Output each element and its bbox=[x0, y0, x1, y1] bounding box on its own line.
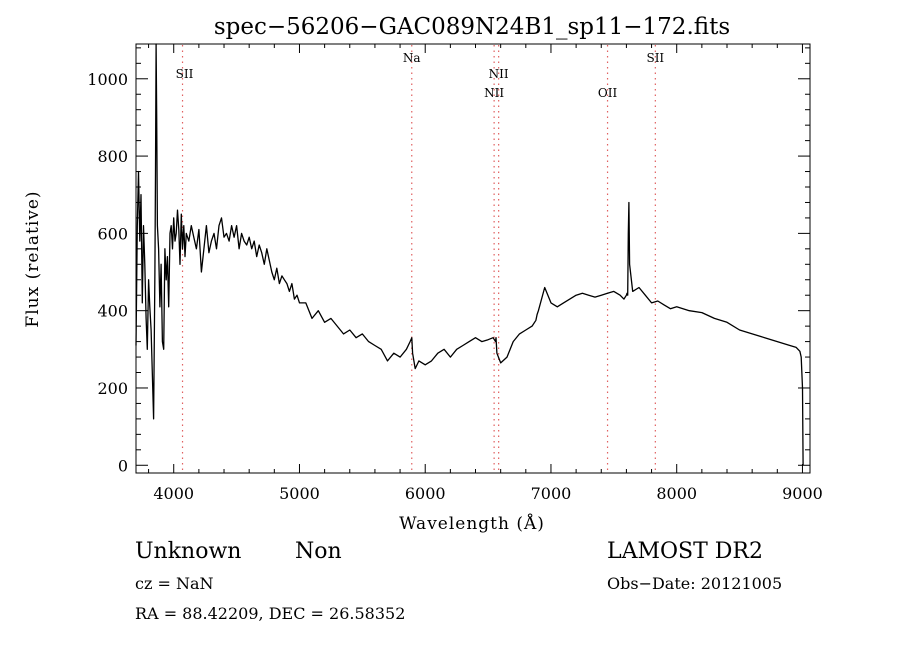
coordinates-label: RA = 88.42209, DEC = 26.58352 bbox=[135, 604, 406, 623]
object-class: Unknown bbox=[135, 539, 242, 564]
obs-date-label: Obs−Date: 20121005 bbox=[607, 574, 783, 593]
y-axis: 0 200 400 600 800 1000 bbox=[87, 47, 810, 475]
x-axis-label: Wavelength (Å) bbox=[399, 513, 545, 534]
y-tick-label: 800 bbox=[97, 147, 128, 166]
x-axis: 4000 5000 6000 7000 8000 9000 bbox=[148, 44, 823, 503]
x-tick-label: 7000 bbox=[531, 484, 572, 503]
x-tick-label: 6000 bbox=[405, 484, 446, 503]
x-tick-label: 8000 bbox=[656, 484, 697, 503]
emission-line-label: NII bbox=[489, 67, 509, 81]
emission-line-markers: SII Na NII NII OII SII bbox=[176, 45, 664, 472]
emission-line-label: OII bbox=[598, 86, 618, 100]
y-tick-label: 1000 bbox=[87, 70, 128, 89]
survey-label: LAMOST DR2 bbox=[607, 539, 763, 564]
y-axis-label: Flux (relative) bbox=[23, 190, 43, 327]
y-tick-label: 0 bbox=[118, 456, 128, 475]
emission-line-label: SII bbox=[176, 67, 194, 81]
x-tick-label: 5000 bbox=[279, 484, 320, 503]
plot-frame bbox=[135, 43, 811, 474]
redshift-label: cz = NaN bbox=[135, 574, 214, 593]
spectrum-series-line bbox=[135, 43, 804, 466]
chart-title: spec−56206−GAC089N24B1_sp11−172.fits bbox=[214, 14, 730, 40]
y-tick-label: 200 bbox=[97, 379, 128, 398]
y-tick-label: 600 bbox=[97, 224, 128, 243]
emission-line-label: SII bbox=[646, 51, 664, 65]
emission-line-label: Na bbox=[403, 51, 421, 65]
x-tick-label: 9000 bbox=[782, 484, 823, 503]
y-tick-label: 400 bbox=[97, 302, 128, 321]
object-subclass: Non bbox=[295, 539, 342, 564]
emission-line-label: NII bbox=[484, 86, 504, 100]
x-tick-label: 4000 bbox=[153, 484, 194, 503]
